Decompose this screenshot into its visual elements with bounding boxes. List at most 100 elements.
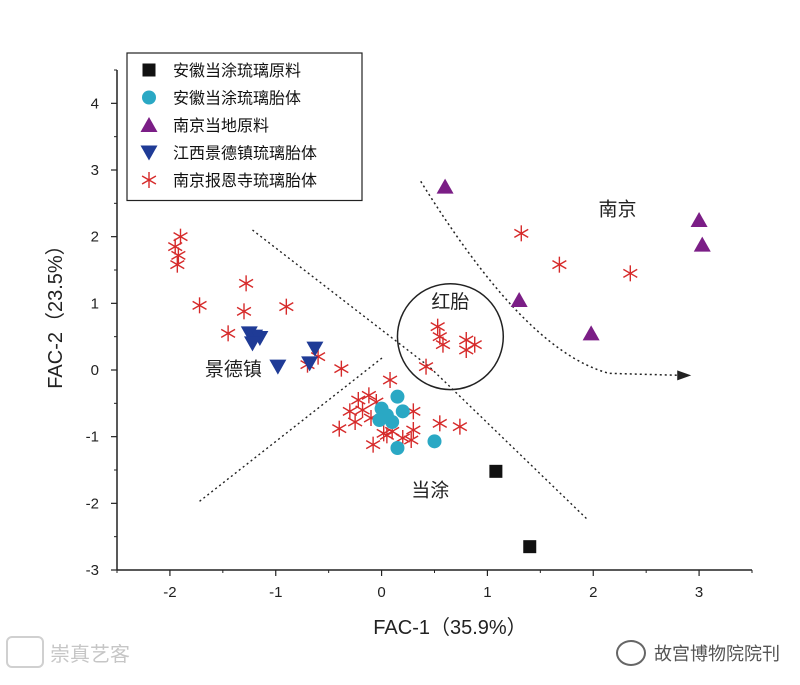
data-point: [220, 325, 236, 342]
data-point: [301, 356, 319, 372]
legend-marker: [142, 90, 156, 105]
y-tick-label: 0: [91, 362, 99, 379]
x-tick: 3: [695, 570, 703, 601]
y-tick-label: -3: [86, 562, 99, 579]
data-point: [403, 432, 419, 448]
region-label: 当涂: [411, 480, 449, 502]
data-point: [436, 178, 454, 194]
asterisk-stroke: [351, 395, 366, 405]
x-tick-label: 0: [377, 584, 385, 601]
data-point: [390, 441, 405, 455]
data-point: [243, 336, 261, 352]
x-tick-label: 3: [695, 584, 703, 601]
asterisk-stroke: [220, 328, 236, 338]
asterisk-stroke: [514, 228, 529, 238]
data-point: [171, 247, 186, 264]
data-point: [306, 341, 324, 357]
x-axis-title: FAC-1（35.9%）: [373, 616, 526, 639]
data-point: [236, 303, 252, 320]
asterisk-stroke: [623, 268, 638, 278]
data-point: [693, 236, 711, 252]
logo-icon: [6, 636, 44, 668]
data-point: [510, 292, 528, 307]
data-point: [372, 413, 387, 427]
watermark-left: 崇真艺客: [6, 636, 130, 668]
data-point: [170, 256, 185, 273]
asterisk-stroke: [395, 433, 411, 443]
x-tick-label: -2: [163, 584, 176, 601]
legend-entry: 南京当地原料: [140, 116, 269, 135]
data-point: [489, 464, 503, 478]
asterisk-stroke: [376, 428, 391, 438]
y-tick-label: 3: [91, 162, 99, 179]
data-point: [430, 318, 445, 335]
x-tick: -1: [269, 570, 282, 601]
asterisk-stroke: [141, 175, 157, 185]
data-point: [167, 238, 183, 255]
asterisk-stroke: [238, 278, 254, 288]
legend-label: 江西景德镇琉璃胎体: [173, 144, 317, 163]
legend-entry: 江西景德镇琉璃胎体: [140, 144, 317, 163]
y-tick: 3: [91, 162, 117, 179]
red-body-circle: [396, 283, 505, 391]
x-tick: 0: [377, 570, 386, 601]
asterisk-stroke: [418, 362, 434, 372]
asterisk-stroke: [452, 422, 468, 432]
region-label: 南京: [599, 198, 637, 220]
asterisk-stroke: [167, 242, 183, 252]
data-point: [623, 265, 638, 282]
x-tick-label: 1: [483, 584, 491, 601]
asterisk-stroke: [355, 405, 370, 415]
legend-label: 南京当地原料: [173, 116, 269, 135]
data-point: [432, 415, 448, 432]
asterisk-stroke: [170, 260, 185, 270]
region-label: 景德镇: [205, 358, 262, 380]
watermark-right-text: 故宫博物院院刊: [654, 644, 780, 665]
asterisk-stroke: [236, 306, 252, 316]
data-point: [376, 425, 391, 442]
data-point: [192, 297, 207, 314]
asterisk-stroke: [406, 425, 421, 435]
data-point: [361, 387, 377, 404]
asterisk-stroke: [361, 390, 377, 400]
asterisk-stroke: [403, 435, 419, 445]
x-tick-label: -1: [269, 584, 282, 601]
axes: -2 -1 0 1 2 3 -3 -2 -1 0 1 2 3 4: [86, 69, 753, 601]
legend-entry: 安徽当涂琉璃原料: [142, 61, 301, 80]
asterisk-stroke: [458, 335, 474, 345]
data-point: [582, 325, 600, 341]
watermark-right: 故宫博物院院刊: [616, 640, 780, 666]
data-point: [347, 414, 363, 430]
asterisk-stroke: [369, 397, 384, 407]
asterisk-stroke: [347, 417, 363, 427]
arrow-head-icon: [677, 370, 692, 381]
legend-label: 安徽当涂琉璃胎体: [173, 89, 301, 108]
watermark-left-text: 崇真艺客: [50, 641, 130, 666]
data-point: [390, 389, 405, 404]
legend-label: 安徽当涂琉璃原料: [173, 61, 301, 80]
y-tick: 0: [91, 362, 117, 379]
data-point: [552, 256, 567, 273]
region-boundary-line: [252, 229, 589, 521]
data-point: [690, 212, 708, 227]
asterisk-stroke: [279, 302, 294, 312]
y-tick: -3: [86, 562, 117, 579]
asterisk-stroke: [467, 340, 482, 350]
x-tick-label: 2: [589, 584, 597, 601]
y-tick: 4: [91, 95, 117, 112]
legend-marker: [141, 172, 157, 188]
y-tick-label: 4: [91, 95, 99, 112]
legend-label: 南京报恩寺琉璃胎体: [173, 171, 317, 190]
data-point: [331, 420, 347, 437]
y-axis-title: FAC-2（23.5%）: [44, 235, 67, 388]
x-tick: -2: [163, 570, 177, 601]
data-point: [452, 418, 468, 435]
asterisk-stroke: [552, 260, 567, 270]
data-point: [238, 275, 254, 292]
data-point: [334, 360, 349, 377]
y-tick-label: -2: [86, 495, 99, 512]
data-point: [365, 436, 381, 453]
data-point: [514, 225, 529, 242]
